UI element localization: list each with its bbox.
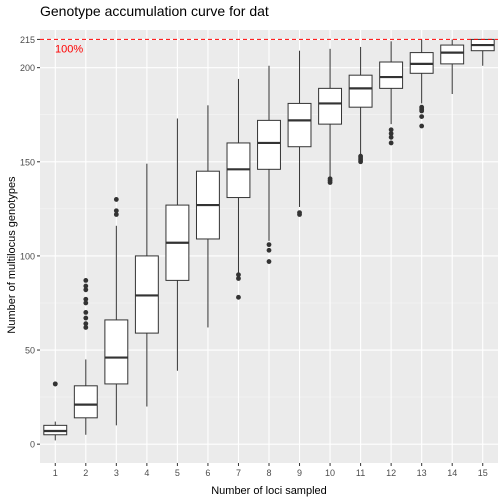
reference-line-label: 100% (55, 43, 83, 55)
x-tick-label: 3 (114, 468, 119, 478)
outlier-point (236, 272, 241, 278)
box (318, 87, 343, 125)
outlier-point (419, 114, 425, 119)
outlier-point (236, 294, 241, 300)
y-tick-label: 100 (20, 251, 35, 261)
x-tick-label: 4 (144, 468, 149, 478)
box (73, 385, 98, 419)
outlier-point (83, 296, 89, 302)
outlier-point (52, 381, 58, 387)
outlier-point (266, 259, 272, 264)
outlier-point (83, 325, 89, 330)
box (379, 61, 404, 89)
outlier-point (83, 315, 89, 321)
box (440, 44, 465, 65)
outlier-point (83, 277, 89, 283)
x-axis-label: Number of loci sampled (211, 485, 327, 497)
outlier-point (113, 208, 119, 214)
outlier-point (236, 276, 241, 281)
outlier-point (388, 140, 394, 146)
outlier-point (83, 309, 89, 315)
x-tick-label: 7 (236, 468, 241, 478)
box (104, 319, 129, 385)
outlier-point (83, 287, 89, 293)
outlier-point (388, 134, 394, 140)
outlier-point (327, 176, 333, 182)
x-tick-label: 5 (175, 468, 180, 478)
outlier-point (113, 197, 119, 202)
outlier-point (358, 153, 363, 159)
outlier-point (388, 131, 394, 136)
x-tick-label: 8 (266, 468, 271, 478)
box (257, 119, 281, 170)
outlier-point (83, 300, 89, 306)
y-tick-label: 150 (20, 157, 35, 167)
box (287, 102, 312, 148)
x-tick-label: 1 (53, 468, 58, 478)
outlier-point (388, 127, 394, 133)
outlier-point (419, 123, 425, 129)
outlier-point (266, 247, 272, 253)
outlier-point (113, 212, 119, 217)
x-tick-label: 14 (447, 468, 457, 478)
x-tick-label: 10 (325, 468, 335, 478)
outlier-point (83, 321, 89, 327)
y-tick-label: 200 (20, 63, 35, 73)
x-tick-label: 2 (83, 468, 88, 478)
outlier-point (419, 104, 425, 110)
x-tick-label: 11 (356, 468, 365, 478)
y-tick-label: 50 (25, 346, 35, 356)
x-tick-label: 9 (297, 468, 302, 478)
box (348, 74, 373, 108)
outlier-point (83, 283, 89, 289)
x-tick-label: 12 (386, 468, 396, 478)
chart-title: Genotype accumulation curve for dat (40, 3, 269, 19)
y-tick-label: 0 (30, 440, 35, 450)
x-tick-label: 6 (205, 468, 210, 478)
y-axis-label: Number of multilocus genotypes (6, 176, 18, 334)
x-tick-label: 13 (417, 468, 427, 478)
y-tick-label: 215 (20, 35, 35, 45)
outlier-point (297, 210, 302, 216)
x-tick-label: 15 (478, 468, 488, 478)
outlier-point (266, 242, 272, 248)
